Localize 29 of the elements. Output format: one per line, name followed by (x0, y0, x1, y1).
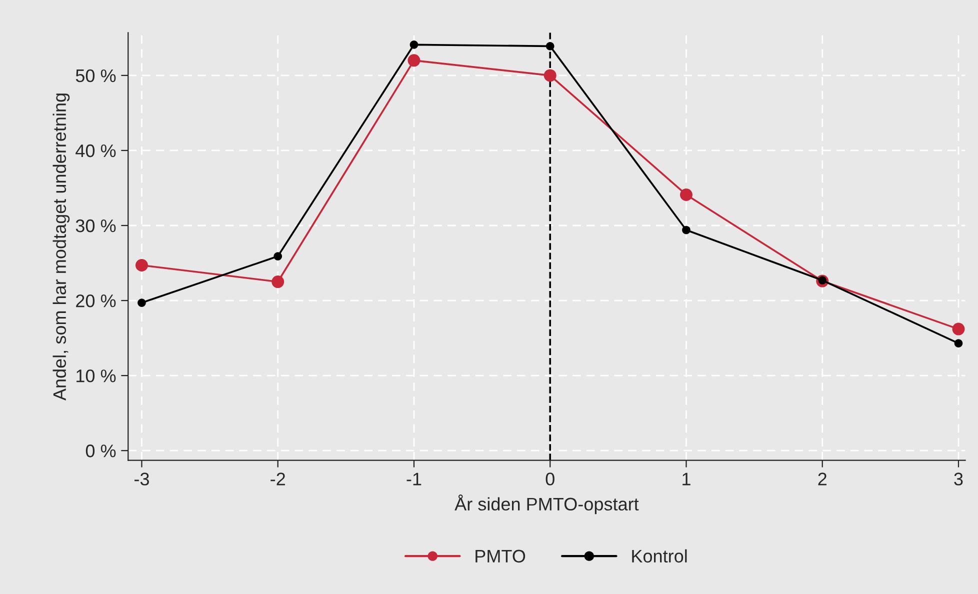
y-tick-label: 30 % (76, 219, 116, 232)
point (952, 322, 965, 336)
y-tick-label: 0 % (86, 444, 116, 458)
point (682, 226, 690, 234)
x-tick-label: 3 (954, 472, 963, 486)
legend-label: PMTO (476, 550, 526, 563)
x-tick-label: -3 (134, 472, 149, 486)
y-tick-label: 20 % (76, 294, 116, 308)
point (546, 42, 554, 50)
x-tick-label: -2 (270, 472, 285, 486)
point (138, 298, 146, 307)
point (954, 339, 963, 348)
x-axis-title: År siden PMTO-opstart (454, 494, 639, 514)
point (680, 188, 692, 201)
point (274, 252, 282, 260)
point (410, 40, 418, 49)
y-tick-label: 10 % (76, 370, 116, 382)
point (135, 259, 148, 272)
point (544, 69, 556, 82)
x-tick-label: 0 (546, 472, 554, 486)
x-tick-label: 2 (818, 472, 826, 486)
y-tick-label: 50 % (76, 69, 116, 82)
x-tick-label: 1 (682, 472, 690, 486)
legend-label: Kontrol (632, 549, 687, 563)
x-tick-label: -1 (406, 472, 422, 486)
point (272, 276, 284, 288)
point (408, 54, 420, 67)
y-axis-title: Andel, som har modtaget underretning (52, 94, 70, 401)
y-tick-label: 40 % (76, 144, 116, 158)
